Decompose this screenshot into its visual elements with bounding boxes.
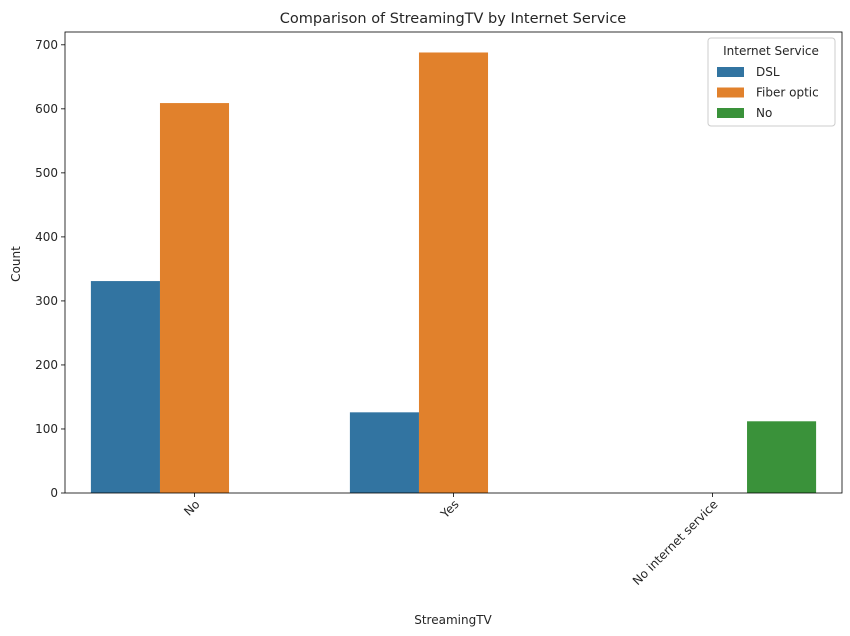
legend-swatch: [717, 108, 744, 118]
y-tick-label: 100: [35, 422, 58, 436]
legend-label: No: [756, 106, 772, 120]
legend-label: DSL: [756, 65, 780, 79]
y-tick-label: 600: [35, 102, 58, 116]
y-tick-label: 200: [35, 358, 58, 372]
bar: [418, 52, 489, 493]
bar: [747, 421, 817, 493]
y-tick-label: 700: [35, 38, 58, 52]
y-tick-label: 400: [35, 230, 58, 244]
legend: Internet Service DSL Fiber optic No: [707, 37, 836, 127]
x-axis-label: StreamingTV: [414, 613, 492, 627]
bar: [90, 281, 160, 493]
bar: [159, 103, 230, 493]
legend-label: Fiber optic: [756, 86, 819, 100]
x-tick-label: No: [181, 497, 202, 518]
y-axis-label: Count: [9, 246, 23, 282]
legend-swatch: [717, 67, 744, 77]
bar: [349, 412, 419, 493]
legend-title: Internet Service: [723, 44, 819, 58]
y-tick-label: 500: [35, 166, 58, 180]
y-tick-label: 300: [35, 294, 58, 308]
x-tick-label: No internet service: [630, 497, 721, 588]
legend-frame: [707, 37, 836, 127]
x-tick-label: Yes: [437, 497, 461, 521]
legend-swatch: [717, 87, 744, 98]
y-tick-label: 0: [50, 486, 58, 500]
chart-title: Comparison of StreamingTV by Internet Se…: [280, 11, 627, 27]
